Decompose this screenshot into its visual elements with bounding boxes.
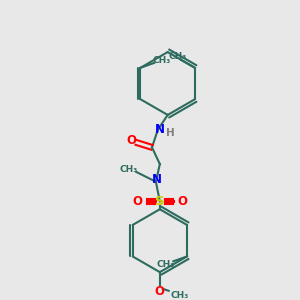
Text: H: H (166, 128, 175, 138)
Text: CH₃: CH₃ (153, 56, 171, 65)
Text: CH₃: CH₃ (170, 291, 189, 300)
Text: CH₃: CH₃ (156, 260, 175, 269)
Text: CH₃: CH₃ (119, 166, 137, 175)
Text: CH₃: CH₃ (168, 52, 186, 62)
Text: O: O (132, 195, 142, 208)
Text: O: O (155, 285, 165, 298)
Text: N: N (155, 123, 165, 136)
Text: O: O (126, 134, 136, 147)
Text: S: S (155, 195, 165, 208)
Text: N: N (152, 173, 162, 186)
Text: O: O (177, 195, 188, 208)
